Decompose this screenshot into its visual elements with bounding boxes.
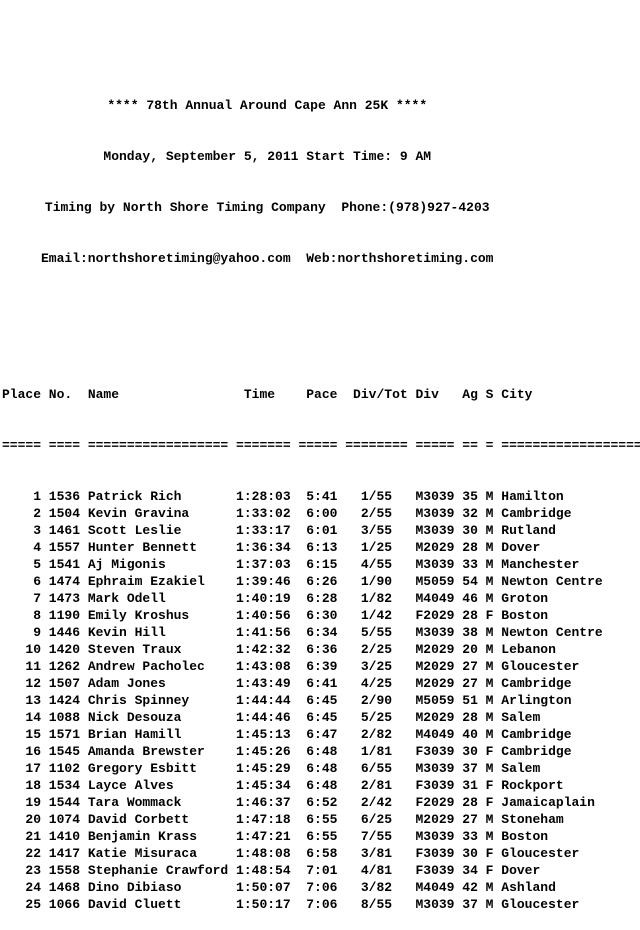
results-rows: 1 1536 Patrick Rich 1:28:03 5:41 1/55 M3… [2,488,640,913]
result-row: 4 1557 Hunter Bennett 1:36:34 6:13 1/25 … [2,540,640,555]
contact-line: Email:northshoretiming@yahoo.com Web:nor… [41,251,494,266]
result-row: 6 1474 Ephraim Ezakiel 1:39:46 6:26 1/90… [2,574,640,589]
separator-row: ===== ==== ================== ======= ==… [2,438,640,453]
result-row: 12 1507 Adam Jones 1:43:49 6:41 4/25 M20… [2,676,640,691]
document-header: **** 78th Annual Around Cape Ann 25K ***… [2,63,532,301]
result-row: 25 1066 David Cluett 1:50:17 7:06 8/55 M… [2,897,640,912]
race-title: **** 78th Annual Around Cape Ann 25K ***… [107,98,428,113]
result-row: 17 1102 Gregory Esbitt 1:45:29 6:48 6/55… [2,761,640,776]
result-row: 5 1541 Aj Migonis 1:37:03 6:15 4/55 M303… [2,557,640,572]
result-row: 22 1417 Katie Misuraca 1:48:08 6:58 3/81… [2,846,640,861]
race-date-line: Monday, September 5, 2011 Start Time: 9 … [103,149,432,164]
result-row: 10 1420 Steven Traux 1:42:32 6:36 2/25 M… [2,642,640,657]
result-row: 16 1545 Amanda Brewster 1:45:26 6:48 1/8… [2,744,640,759]
result-row: 24 1468 Dino Dibiaso 1:50:07 7:06 3/82 M… [2,880,640,895]
result-row: 20 1074 David Corbett 1:47:18 6:55 6/25 … [2,812,640,827]
result-row: 18 1534 Layce Alves 1:45:34 6:48 2/81 F3… [2,778,640,793]
blank-line [2,335,640,352]
result-row: 19 1544 Tara Wommack 1:46:37 6:52 2/42 F… [2,795,640,810]
result-row: 9 1446 Kevin Hill 1:41:56 6:34 5/55 M303… [2,625,640,640]
result-row: 13 1424 Chris Spinney 1:44:44 6:45 2/90 … [2,693,640,708]
result-row: 15 1571 Brian Hamill 1:45:13 6:47 2/82 M… [2,727,640,742]
result-row: 1 1536 Patrick Rich 1:28:03 5:41 1/55 M3… [2,489,640,504]
result-row: 21 1410 Benjamin Krass 1:47:21 6:55 7/55… [2,829,640,844]
result-row: 14 1088 Nick Desouza 1:44:46 6:45 5/25 M… [2,710,640,725]
column-header-row: Place No. Name Time Pace Div/Tot Div Ag … [2,387,640,402]
result-row: 2 1504 Kevin Gravina 1:33:02 6:00 2/55 M… [2,506,640,521]
result-row: 11 1262 Andrew Pacholec 1:43:08 6:39 3/2… [2,659,640,674]
timing-company-line: Timing by North Shore Timing Company Pho… [44,200,490,215]
result-row: 3 1461 Scott Leslie 1:33:17 6:01 3/55 M3… [2,523,640,538]
result-row: 8 1190 Emily Kroshus 1:40:56 6:30 1/42 F… [2,608,640,623]
result-row: 23 1558 Stephanie Crawford 1:48:54 7:01 … [2,863,640,878]
result-row: 7 1473 Mark Odell 1:40:19 6:28 1/82 M404… [2,591,640,606]
